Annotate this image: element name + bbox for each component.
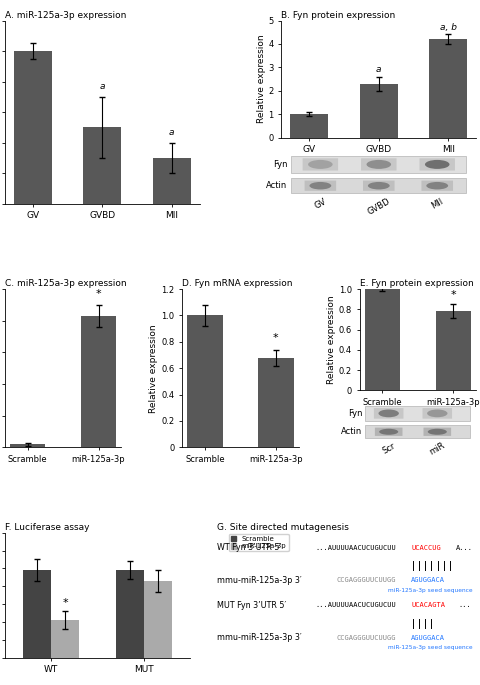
Ellipse shape <box>427 429 446 435</box>
Text: a, b: a, b <box>439 23 456 32</box>
FancyBboxPatch shape <box>419 158 454 171</box>
FancyBboxPatch shape <box>421 408 451 419</box>
Y-axis label: Relative expression: Relative expression <box>256 35 265 123</box>
Text: B. Fyn protein expression: B. Fyn protein expression <box>281 11 395 20</box>
Text: Fyn: Fyn <box>272 160 287 169</box>
Bar <box>24 570 51 658</box>
Ellipse shape <box>426 410 446 417</box>
Text: CCGAGGGUUCUUGG: CCGAGGGUUCUUGG <box>336 634 395 640</box>
FancyBboxPatch shape <box>373 408 403 419</box>
FancyBboxPatch shape <box>302 158 337 171</box>
Text: ...: ... <box>457 602 470 608</box>
Text: WT Fyn 3’UTR 5′: WT Fyn 3’UTR 5′ <box>216 543 281 552</box>
Text: *: * <box>96 288 101 299</box>
Bar <box>10 444 46 447</box>
Text: F. Luciferase assay: F. Luciferase assay <box>5 523 89 532</box>
FancyBboxPatch shape <box>374 427 402 436</box>
FancyBboxPatch shape <box>365 406 469 421</box>
Text: *: * <box>273 334 278 343</box>
Text: D. Fyn mRNA expression: D. Fyn mRNA expression <box>182 279 292 288</box>
Text: miR: miR <box>427 441 446 457</box>
Text: A...: A... <box>455 545 471 551</box>
Text: GVBD: GVBD <box>365 197 391 216</box>
Ellipse shape <box>366 160 390 169</box>
Bar <box>258 358 293 447</box>
Bar <box>51 620 79 658</box>
Ellipse shape <box>425 182 447 190</box>
Text: A. miR-125a-3p expression: A. miR-125a-3p expression <box>5 11 126 20</box>
Ellipse shape <box>378 429 397 435</box>
Text: a: a <box>375 66 381 75</box>
Ellipse shape <box>424 160 449 169</box>
Text: AGUGGACA: AGUGGACA <box>410 577 444 583</box>
Bar <box>359 84 397 138</box>
FancyBboxPatch shape <box>422 427 450 436</box>
Bar <box>289 114 328 138</box>
Bar <box>83 127 121 203</box>
Text: a: a <box>168 127 174 136</box>
Text: AGUGGACA: AGUGGACA <box>410 634 444 640</box>
Bar <box>116 570 144 658</box>
Text: Scr: Scr <box>380 441 396 456</box>
Text: Actin: Actin <box>265 182 287 190</box>
Text: MII: MII <box>429 197 444 210</box>
Bar <box>81 316 116 447</box>
Y-axis label: Relative expression: Relative expression <box>326 295 335 384</box>
Legend: Scramble, miR-125a-3p: Scramble, miR-125a-3p <box>228 534 288 551</box>
FancyBboxPatch shape <box>420 181 452 191</box>
Text: mmu-miR-125a-3p 3′: mmu-miR-125a-3p 3′ <box>216 633 301 642</box>
Ellipse shape <box>308 160 332 169</box>
FancyBboxPatch shape <box>362 181 394 191</box>
Text: G. Site directed mutagenesis: G. Site directed mutagenesis <box>216 523 348 532</box>
Bar <box>428 39 467 138</box>
Text: a: a <box>99 82 105 90</box>
FancyBboxPatch shape <box>304 181 336 191</box>
Ellipse shape <box>309 182 331 190</box>
FancyBboxPatch shape <box>365 425 469 438</box>
Text: UCACCUG: UCACCUG <box>410 545 440 551</box>
FancyBboxPatch shape <box>290 178 466 193</box>
Bar <box>13 51 52 203</box>
Ellipse shape <box>378 410 398 417</box>
Text: *: * <box>62 597 68 608</box>
Bar <box>187 316 222 447</box>
Text: MUT Fyn 3’UTR 5′: MUT Fyn 3’UTR 5′ <box>216 601 286 610</box>
Text: CCGAGGGUUCUUGG: CCGAGGGUUCUUGG <box>336 577 395 583</box>
FancyBboxPatch shape <box>360 158 396 171</box>
Text: Actin: Actin <box>340 427 361 436</box>
Ellipse shape <box>367 182 389 190</box>
Text: miR-125a-3p seed sequence: miR-125a-3p seed sequence <box>387 645 472 650</box>
Text: E. Fyn protein expression: E. Fyn protein expression <box>359 279 472 288</box>
Text: GV: GV <box>312 197 327 210</box>
Text: miR-125a-3p seed sequence: miR-125a-3p seed sequence <box>387 588 472 593</box>
Text: Fyn: Fyn <box>347 409 361 418</box>
FancyBboxPatch shape <box>290 155 466 173</box>
Text: ...AUUUUAACUCUGUCUU: ...AUUUUAACUCUGUCUU <box>315 602 396 608</box>
Bar <box>144 581 171 658</box>
Bar <box>364 289 399 390</box>
Text: C. miR-125a-3p expression: C. miR-125a-3p expression <box>5 279 126 288</box>
Text: *: * <box>449 290 455 300</box>
Text: ...AUUUUAACUCUGUCUU: ...AUUUUAACUCUGUCUU <box>315 545 396 551</box>
Text: mmu-miR-125a-3p 3′: mmu-miR-125a-3p 3′ <box>216 575 301 585</box>
Text: UCACAGTA: UCACAGTA <box>410 602 444 608</box>
Bar <box>152 158 191 203</box>
Bar <box>434 312 470 390</box>
Y-axis label: Relative expression: Relative expression <box>149 324 158 412</box>
